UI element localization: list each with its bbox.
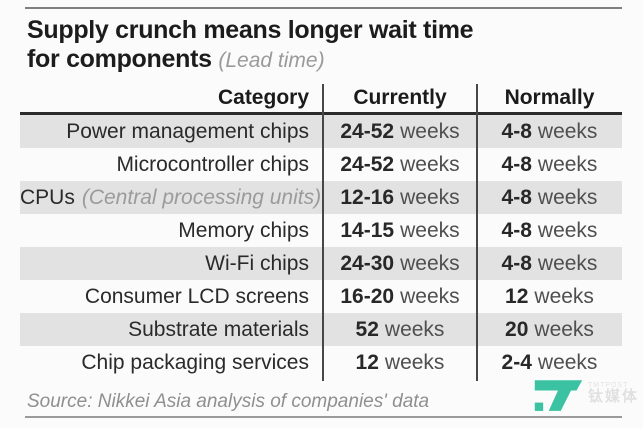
watermark-text-small: TMTPOST (588, 382, 629, 389)
currently-cell: 12-16 weeks (340, 185, 460, 209)
watermark-text: TMTPOST 钛媒体 (588, 382, 640, 405)
chart-title: Supply crunch means longer wait time for… (27, 16, 627, 75)
category-label: Wi-Fi chips (205, 251, 309, 275)
table-row: Wi-Fi chips 24-30 weeks 4-8 weeks (20, 247, 622, 280)
normally-cell: 4-8 weeks (501, 185, 598, 209)
normally-cell: 4-8 weeks (501, 152, 598, 176)
category-label: Memory chips (178, 218, 309, 242)
header-currently: Currently (353, 86, 447, 109)
normally-cell: 12 weeks (505, 284, 594, 308)
category-label: Microcontroller chips (116, 152, 309, 176)
currently-cell: 24-52 weeks (340, 119, 460, 143)
category-note: (Central processing units) (81, 185, 322, 209)
table-row: Memory chips 14-15 weeks 4-8 weeks (20, 214, 622, 247)
tmtpost-logo-icon (534, 380, 583, 411)
currently-cell: 12 weeks (355, 350, 445, 374)
table-row: Power management chips 24-52 weeks 4-8 wee… (20, 115, 622, 148)
title-line-2-text: for components (27, 45, 212, 73)
category-label: Substrate materials (128, 317, 309, 341)
currently-cell: 24-52 weeks (340, 152, 460, 176)
title-line-1: Supply crunch means longer wait time (27, 16, 474, 44)
table-row: Substrate materials 52 weeks 20 weeks (20, 313, 622, 346)
title-line-2: for components (Lead time) (27, 45, 627, 75)
table-row: Chip packaging services 12 weeks 2-4 weeks (20, 346, 622, 379)
category-label: Consumer LCD screens (84, 284, 309, 308)
header-category: Category (217, 86, 309, 109)
currently-cell: 52 weeks (355, 317, 445, 341)
category-label: Power management chips (66, 119, 309, 143)
table-row: CPUs (Central processing units) 12-16 week… (20, 181, 622, 214)
lead-time-table: Category Currently Normally Power manage… (20, 84, 622, 381)
category-label: CPUs (20, 185, 75, 209)
source-note: Source: Nikkei Asia analysis of companie… (27, 391, 430, 412)
currently-cell: 24-30 weeks (340, 251, 460, 275)
bottom-rule (25, 416, 622, 418)
normally-cell: 20 weeks (505, 317, 594, 341)
watermark-text-large: 钛媒体 (588, 388, 640, 406)
normally-cell: 4-8 weeks (501, 218, 598, 242)
tmtpost-watermark: TMTPOST 钛媒体 (528, 374, 637, 416)
top-rule (25, 7, 622, 9)
normally-cell: 4-8 weeks (501, 119, 598, 143)
header-normally: Normally (504, 86, 595, 109)
column-divider-1 (322, 84, 324, 381)
table-row: Consumer LCD screens 16-20 weeks 12 weeks (20, 280, 622, 313)
normally-cell: 4-8 weeks (501, 251, 598, 275)
currently-cell: 14-15 weeks (340, 218, 460, 242)
currently-cell: 16-20 weeks (340, 284, 460, 308)
table-header-row: Category Currently Normally (20, 84, 622, 115)
category-label: Chip packaging services (81, 350, 309, 374)
title-subtitle: (Lead time) (218, 49, 325, 72)
column-divider-2 (476, 84, 478, 381)
normally-cell: 2-4 weeks (501, 350, 598, 374)
table-row: Microcontroller chips 24-52 weeks 4-8 week… (20, 148, 622, 181)
